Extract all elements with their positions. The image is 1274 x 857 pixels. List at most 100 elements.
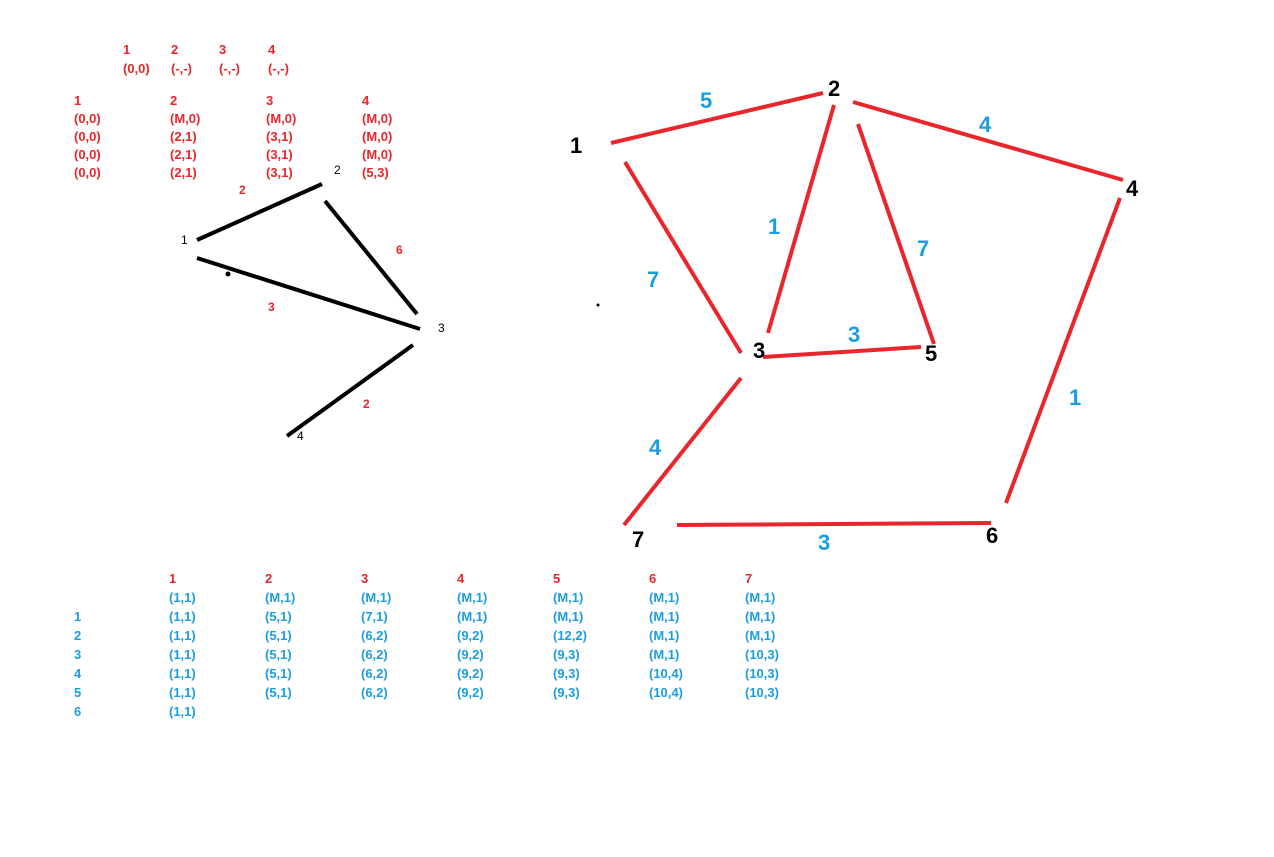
edge-2-4: [852, 100, 1124, 182]
large-table-header: 7: [745, 571, 753, 586]
init-header: 4: [268, 42, 276, 57]
dot-mark: [225, 271, 231, 277]
small-table-cell: (0,0): [74, 111, 101, 126]
large-table-cell: (M,1): [361, 590, 392, 605]
small-table-cell: (2,1): [170, 147, 197, 162]
large-table-cell: (9,3): [553, 666, 580, 681]
edge-2-5: [856, 123, 936, 345]
node-5: 5: [925, 341, 938, 366]
init-value: (-,-): [219, 61, 240, 76]
node-7: 7: [632, 527, 645, 552]
weight-3-5: 3: [848, 322, 861, 347]
edge-1-2: [610, 91, 824, 145]
edge-4-6: [1004, 197, 1122, 504]
large-table-cell: (M,1): [265, 590, 296, 605]
large-table-row-label: 4: [74, 666, 82, 681]
node-3: 3: [753, 338, 766, 363]
small-edge-3-4: [285, 343, 415, 438]
small-table-header: 3: [266, 93, 274, 108]
large-table-cell: (1,1): [169, 609, 196, 624]
small-table-cell: (0,0): [74, 129, 101, 144]
edge-3-7: [622, 376, 743, 527]
init-value: (0,0): [123, 61, 150, 76]
large-table-cell: (6,2): [361, 647, 388, 662]
weight-4-6: 1: [1069, 385, 1082, 410]
large-table-cell: (M,1): [649, 647, 680, 662]
small-edge-1-2: [196, 182, 323, 242]
small-weight-1-3: 3: [268, 300, 275, 314]
weight-1-2: 5: [700, 88, 713, 113]
large-table-cell: (10,3): [745, 685, 779, 700]
large-table-cell: (10,4): [649, 685, 683, 700]
weight-7-6: 3: [818, 530, 831, 555]
small-node-1: 1: [181, 233, 188, 247]
small-node-4: 4: [297, 429, 304, 443]
weight-2-5: 7: [917, 236, 930, 261]
small-weight-2-3: 6: [396, 243, 403, 257]
large-table-cell: (5,1): [265, 628, 292, 643]
small-table-header: 4: [362, 93, 370, 108]
small-table-cell: (M,0): [266, 111, 297, 126]
node-2: 2: [828, 76, 841, 101]
small-table-cell: (M,0): [362, 129, 393, 144]
large-table-row-label: 6: [74, 704, 82, 719]
small-table-header: 1: [74, 93, 82, 108]
large-table-cell: (M,1): [745, 590, 776, 605]
large-table-cell: (M,1): [649, 609, 680, 624]
large-table-cell: (10,3): [745, 647, 779, 662]
small-table-cell: (2,1): [170, 165, 197, 180]
small-weight-3-4: 2: [363, 397, 370, 411]
edge-7-6: [676, 521, 992, 527]
large-table-row-label: 2: [74, 628, 82, 643]
large-table-row-label: 1: [74, 609, 82, 624]
weight-2-4: 4: [979, 112, 992, 137]
small-table-cell: (3,1): [266, 147, 293, 162]
small-table-cell: (M,0): [170, 111, 201, 126]
weight-1-3: 7: [647, 267, 660, 292]
large-table-header: 2: [265, 571, 273, 586]
edge-3-5: [762, 345, 922, 359]
edge-2-3: [766, 104, 836, 334]
init-header: 1: [123, 42, 131, 57]
large-table-cell: (10,3): [745, 666, 779, 681]
init-header: 3: [219, 42, 227, 57]
weight-2-3: 1: [768, 214, 781, 239]
large-table-cell: (1,1): [169, 685, 196, 700]
small-table-cell: (5,3): [362, 165, 389, 180]
large-table-cell: (6,2): [361, 666, 388, 681]
node-4: 4: [1126, 176, 1139, 201]
small-edge-1-3: [196, 256, 421, 331]
large-table-cell: (1,1): [169, 628, 196, 643]
large-table-cell: (1,1): [169, 666, 196, 681]
small-table-cell: (0,0): [74, 147, 101, 162]
large-table-cell: (M,1): [649, 628, 680, 643]
large-table-row-label: 5: [74, 685, 82, 700]
small-table-cell: (0,0): [74, 165, 101, 180]
large-table-cell: (10,4): [649, 666, 683, 681]
large-table-cell: (9,2): [457, 685, 484, 700]
large-table-cell: (M,1): [745, 628, 776, 643]
large-table-cell: (9,3): [553, 647, 580, 662]
node-6: 6: [986, 523, 999, 548]
large-table-cell: (5,1): [265, 666, 292, 681]
init-value: (-,-): [268, 61, 289, 76]
large-table-cell: (6,2): [361, 628, 388, 643]
small-node-2: 2: [334, 163, 341, 177]
small-table-cell: (M,0): [362, 147, 393, 162]
large-table-header: 1: [169, 571, 177, 586]
large-table-cell: (M,1): [745, 609, 776, 624]
large-table-cell: (9,3): [553, 685, 580, 700]
small-edge-2-3: [323, 199, 419, 316]
large-table-cell: (9,2): [457, 666, 484, 681]
edge-1-3: [623, 160, 743, 355]
large-table-cell: (7,1): [361, 609, 388, 624]
large-table-cell: (M,1): [457, 609, 488, 624]
small-table-header: 2: [170, 93, 178, 108]
large-table-cell: (5,1): [265, 685, 292, 700]
large-table-cell: (M,1): [553, 590, 584, 605]
weight-3-7: 4: [649, 435, 662, 460]
init-value: (-,-): [171, 61, 192, 76]
large-table-cell: (M,1): [457, 590, 488, 605]
dot-mark: [596, 303, 600, 307]
